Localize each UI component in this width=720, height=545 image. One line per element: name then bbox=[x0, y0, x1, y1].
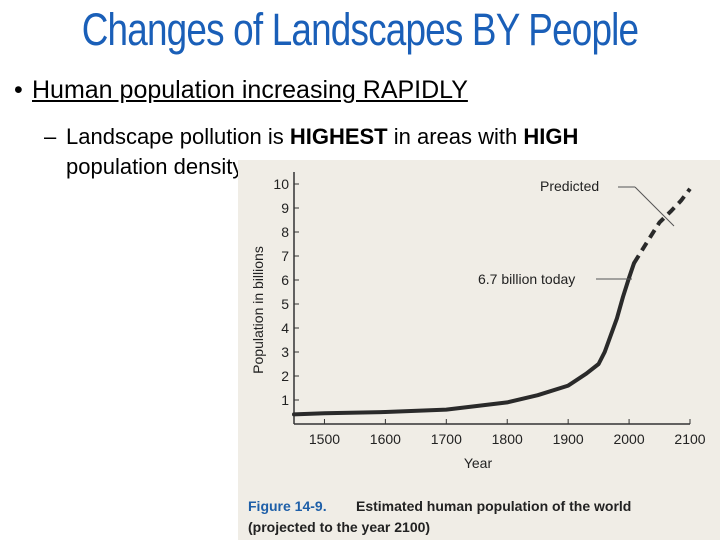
y-tick-label: 3 bbox=[281, 344, 289, 360]
y-tick-label: 5 bbox=[281, 296, 289, 312]
y-tick-label: 10 bbox=[273, 176, 289, 192]
y-tick-label: 9 bbox=[281, 200, 289, 216]
y-tick-label: 7 bbox=[281, 248, 289, 264]
caption-label: Figure 14-9. bbox=[248, 498, 327, 514]
bullet-marker: • bbox=[14, 76, 23, 104]
y-tick-label: 8 bbox=[281, 224, 289, 240]
x-axis-label: Year bbox=[464, 455, 493, 471]
y-tick-label: 6 bbox=[281, 272, 289, 288]
series-line-predicted bbox=[632, 187, 692, 265]
bullet-text: Human population increasing RAPIDLY bbox=[32, 76, 468, 104]
series-line-estimated bbox=[292, 261, 636, 417]
y-axis-label: Population in billions bbox=[250, 246, 266, 374]
bullet-human-population: • Human population increasing RAPIDLY bbox=[14, 76, 468, 105]
x-tick-label: 1600 bbox=[370, 431, 401, 447]
sub-bullet-bold-high: HIGH bbox=[523, 124, 579, 149]
annotation-predicted-arrow bbox=[634, 186, 675, 227]
sub-bullet-bold-highest: HIGHEST bbox=[289, 124, 388, 149]
x-tick-label: 1900 bbox=[553, 431, 584, 447]
sub-bullet-pollution: – Landscape pollution is HIGHEST in areas… bbox=[44, 122, 704, 182]
caption-line-2: (projected to the year 2100) bbox=[248, 519, 430, 535]
annotation-today: 6.7 billion today bbox=[478, 271, 575, 287]
sub-bullet-line-2: population density. bbox=[66, 154, 248, 179]
x-tick-label: 1800 bbox=[492, 431, 523, 447]
sub-bullet-marker: – bbox=[44, 124, 57, 149]
x-tick-label: 1700 bbox=[431, 431, 462, 447]
x-tick-label: 2100 bbox=[674, 431, 705, 447]
x-tick-label: 2000 bbox=[613, 431, 644, 447]
annotation-predicted: Predicted bbox=[540, 178, 599, 194]
slide-title: Changes of Landscapes BY People bbox=[81, 4, 639, 55]
y-tick-label: 2 bbox=[281, 368, 289, 384]
x-tick-label: 1500 bbox=[309, 431, 340, 447]
figure-population: 1 2 3 4 5 6 7 8 9 10 1500 1600 1700 1800 1900 2000 2100 … bbox=[238, 160, 720, 540]
caption-line-1: Estimated human population of the world bbox=[356, 498, 631, 514]
y-tick-label: 1 bbox=[281, 392, 289, 408]
y-tick-label: 4 bbox=[281, 320, 289, 336]
sub-bullet-text-1: Landscape pollution is bbox=[66, 124, 290, 149]
sub-bullet-text-2: in areas with bbox=[387, 124, 524, 149]
